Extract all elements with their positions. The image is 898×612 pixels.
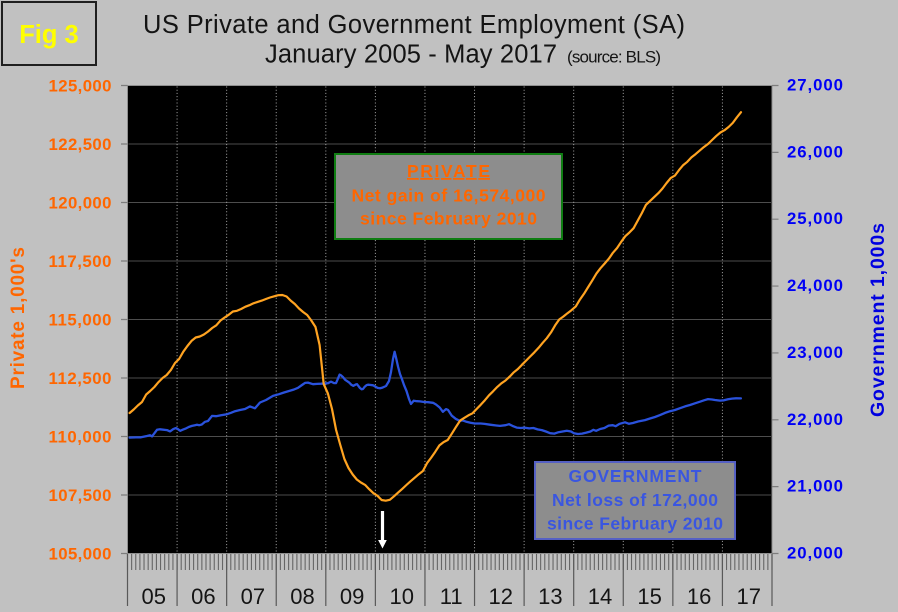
svg-text:GOVERNMENT: GOVERNMENT xyxy=(569,466,702,486)
svg-text:115,000: 115,000 xyxy=(49,311,112,330)
svg-text:Net loss of 172,000: Net loss of 172,000 xyxy=(552,490,718,510)
svg-text:15: 15 xyxy=(637,584,661,609)
svg-text:16: 16 xyxy=(687,584,711,609)
svg-text:105,000: 105,000 xyxy=(49,545,112,564)
svg-text:20,000: 20,000 xyxy=(787,544,843,563)
svg-text:14: 14 xyxy=(588,584,612,609)
svg-text:11: 11 xyxy=(440,584,463,609)
svg-text:07: 07 xyxy=(241,584,265,609)
svg-text:10: 10 xyxy=(389,584,413,609)
svg-text:13: 13 xyxy=(538,584,562,609)
svg-text:since February 2010: since February 2010 xyxy=(360,209,537,229)
svg-text:January 2005 - May 2017: January 2005 - May 2017 xyxy=(265,41,557,69)
svg-text:122,500: 122,500 xyxy=(49,135,112,154)
svg-text:(source: BLS): (source: BLS) xyxy=(567,48,661,67)
svg-text:120,000: 120,000 xyxy=(49,194,112,213)
svg-text:24,000: 24,000 xyxy=(787,276,843,295)
svg-text:26,000: 26,000 xyxy=(787,142,843,161)
svg-text:08: 08 xyxy=(290,584,314,609)
svg-text:06: 06 xyxy=(191,584,215,609)
svg-text:Government 1,000s: Government 1,000s xyxy=(867,223,889,417)
svg-text:PRIVATE: PRIVATE xyxy=(407,161,490,181)
svg-text:23,000: 23,000 xyxy=(787,343,843,362)
svg-text:25,000: 25,000 xyxy=(787,209,843,228)
svg-text:17: 17 xyxy=(736,584,760,609)
svg-text:21,000: 21,000 xyxy=(787,477,843,496)
svg-text:Net gain of 16,574,000: Net gain of 16,574,000 xyxy=(352,186,546,206)
svg-text:117,500: 117,500 xyxy=(49,252,112,271)
svg-text:107,500: 107,500 xyxy=(49,486,112,505)
svg-text:27,000: 27,000 xyxy=(787,76,843,95)
svg-text:125,000: 125,000 xyxy=(49,77,112,96)
svg-text:since February 2010: since February 2010 xyxy=(547,514,723,534)
svg-text:110,000: 110,000 xyxy=(49,428,112,447)
svg-text:05: 05 xyxy=(142,584,166,609)
svg-text:112,500: 112,500 xyxy=(49,369,112,388)
svg-text:12: 12 xyxy=(489,584,513,609)
svg-text:Private 1,000's: Private 1,000's xyxy=(8,247,29,389)
svg-text:09: 09 xyxy=(340,584,364,609)
svg-text:Fig 3: Fig 3 xyxy=(19,21,79,49)
svg-text:22,000: 22,000 xyxy=(787,410,843,429)
svg-text:US Private and Government Empl: US Private and Government Employment (SA… xyxy=(143,11,685,39)
